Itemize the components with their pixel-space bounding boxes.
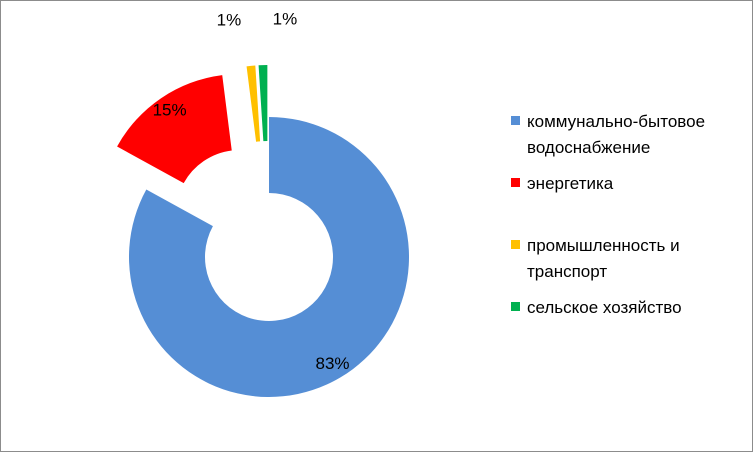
data-label-4: 1% [273, 10, 298, 29]
legend-swatch [511, 178, 520, 187]
legend-label: промышленность и транспорт [527, 236, 680, 281]
data-label-2: 15% [153, 100, 187, 119]
legend-swatch [511, 240, 520, 249]
legend-swatch [511, 116, 520, 125]
slice-2 [117, 75, 232, 184]
legend-label: энергетика [527, 174, 614, 193]
legend-item-communal: коммунально-бытовое водоснабжение [511, 109, 705, 161]
legend-label: сельское хозяйство [527, 298, 682, 317]
slice-3 [246, 65, 261, 142]
legend-swatch [511, 302, 520, 311]
legend-label: коммунально-бытовое водоснабжение [527, 112, 706, 157]
data-label-1: 83% [316, 354, 350, 373]
slice-4 [258, 65, 268, 142]
data-label-3: 1% [217, 10, 242, 29]
legend-item-agriculture: сельское хозяйство [511, 295, 682, 321]
slice-1 [129, 117, 409, 397]
legend-item-industry: промышленность и транспорт [511, 233, 680, 285]
legend-item-energy: энергетика [511, 171, 613, 197]
